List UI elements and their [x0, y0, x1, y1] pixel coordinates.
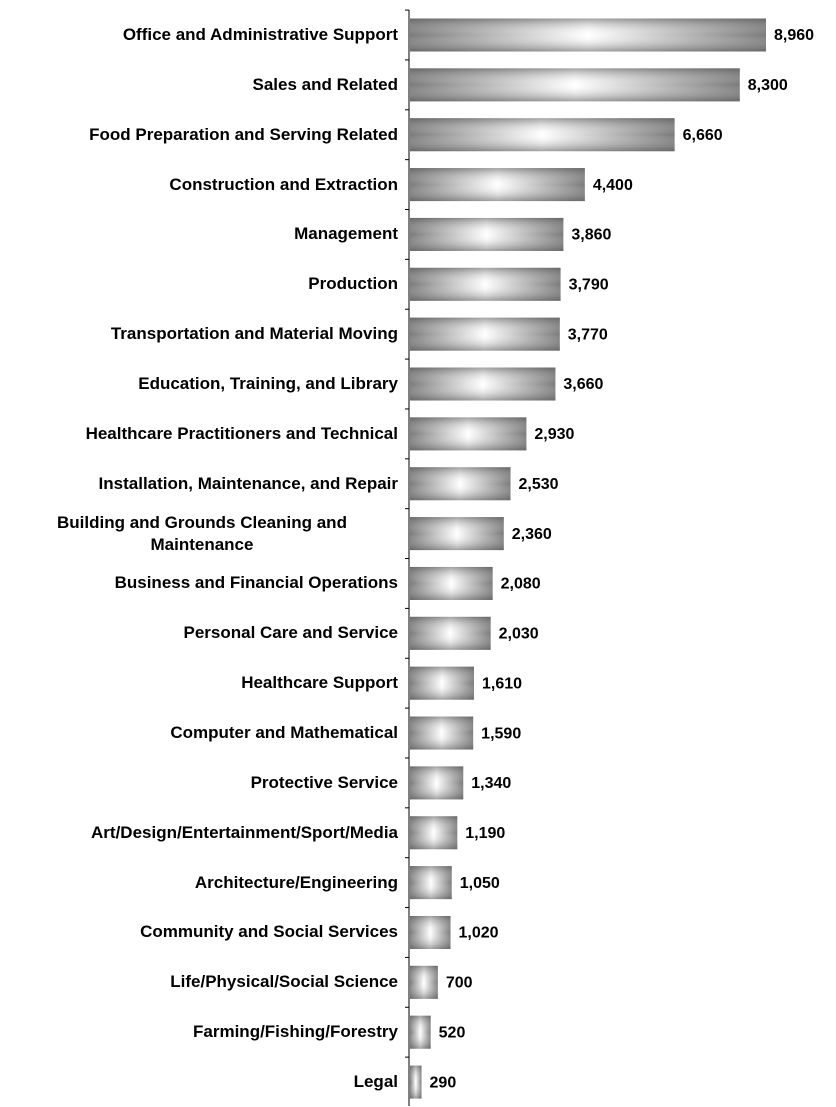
category-text: Installation, Maintenance, and Repair	[98, 473, 398, 493]
value-label: 2,360	[512, 526, 552, 543]
bar-shade	[410, 816, 458, 850]
bar-shade	[410, 716, 474, 750]
value-label: 2,080	[501, 576, 541, 593]
category-text: Computer and Mathematical	[170, 723, 398, 743]
value-label: 2,930	[534, 426, 574, 443]
category-text: Management	[294, 224, 398, 244]
bar-shade	[410, 566, 493, 600]
value-label: 4,400	[593, 177, 633, 194]
category-label: Personal Care and Service	[0, 608, 398, 658]
bar-shade	[410, 68, 740, 102]
bar-shade	[410, 866, 452, 900]
category-label: Production	[0, 259, 398, 309]
category-label: Art/Design/Entertainment/Sport/Media	[0, 808, 398, 858]
bar-shade	[410, 417, 527, 451]
category-label: Community and Social Services	[0, 908, 398, 958]
bar-shade	[410, 616, 491, 650]
bar-shade	[410, 18, 766, 52]
value-label: 290	[430, 1074, 457, 1091]
value-label: 8,300	[748, 77, 788, 94]
bar-shade	[410, 1015, 431, 1049]
category-label: Building and Grounds Cleaning and Mainte…	[0, 509, 398, 559]
value-label: 8,960	[774, 27, 814, 44]
category-label: Management	[0, 210, 398, 260]
category-text: Education, Training, and Library	[138, 374, 398, 393]
value-label: 6,660	[683, 127, 723, 144]
category-label: Architecture/Engineering	[0, 858, 398, 908]
category-text: Food Preparation and Serving Related	[89, 124, 398, 144]
category-text: Healthcare Support	[241, 673, 398, 693]
category-text: Construction and Extraction	[169, 174, 398, 194]
bar-shade	[410, 915, 451, 949]
category-text: Production	[308, 274, 398, 294]
value-label: 3,770	[568, 326, 608, 343]
value-label: 2,030	[499, 626, 539, 643]
value-label: 1,610	[482, 675, 522, 692]
category-text: Transportation and Material Moving	[110, 324, 398, 344]
category-text: Architecture/Engineering	[194, 872, 398, 892]
value-label: 2,530	[519, 476, 559, 493]
value-label: 1,020	[459, 925, 499, 942]
category-label: Computer and Mathematical	[0, 708, 398, 758]
category-label: Office and Administrative Support	[0, 10, 398, 60]
category-text: Office and Administrative Support	[122, 24, 398, 44]
category-text: Farming/Fishing/Forestry	[193, 1022, 398, 1042]
category-label: Installation, Maintenance, and Repair	[0, 459, 398, 509]
bar-shade	[410, 367, 556, 401]
bar-shade	[410, 118, 675, 152]
bar-shade	[410, 267, 561, 301]
value-label: 1,340	[471, 775, 511, 792]
value-label: 520	[439, 1024, 466, 1041]
category-text: Personal Care and Service	[183, 623, 398, 643]
category-label: Food Preparation and Serving Related	[0, 110, 398, 160]
category-text: Art/Design/Entertainment/Sport/Media	[91, 822, 398, 842]
category-label: Legal	[0, 1057, 398, 1107]
category-text: Building and Grounds Cleaning and Mainte…	[57, 512, 347, 554]
category-text: Sales and Related	[252, 74, 398, 94]
bar-shade	[410, 317, 560, 351]
value-label: 1,050	[460, 875, 500, 892]
bar-shade	[410, 217, 564, 251]
category-label: Healthcare Practitioners and Technical	[0, 409, 398, 459]
bar-shade	[410, 766, 464, 800]
category-label: Farming/Fishing/Forestry	[0, 1007, 398, 1057]
category-text: Business and Financial Operations	[114, 573, 398, 593]
category-label: Healthcare Support	[0, 658, 398, 708]
bar-shade	[410, 517, 504, 551]
category-label: Education, Training, and Library	[0, 359, 398, 409]
bar-shade	[410, 666, 474, 700]
category-label: Business and Financial Operations	[0, 559, 398, 609]
value-label: 1,190	[465, 825, 505, 842]
bar-shade	[410, 467, 511, 501]
category-text: Life/Physical/Social Science	[170, 972, 398, 992]
value-label: 3,660	[563, 376, 603, 393]
bar-shade	[410, 168, 585, 202]
category-label: Life/Physical/Social Science	[0, 957, 398, 1007]
value-label: 1,590	[481, 725, 521, 742]
category-label: Sales and Related	[0, 60, 398, 110]
category-text: Healthcare Practitioners and Technical	[85, 423, 398, 443]
value-label: 700	[446, 975, 473, 992]
category-label: Protective Service	[0, 758, 398, 808]
value-label: 3,860	[571, 227, 611, 244]
category-text: Protective Service	[250, 772, 398, 792]
category-label: Transportation and Material Moving	[0, 309, 398, 359]
bar-shade	[410, 965, 438, 999]
bar-shade	[410, 1065, 422, 1099]
category-text: Legal	[353, 1072, 398, 1092]
category-text: Community and Social Services	[140, 922, 398, 942]
value-label: 3,790	[569, 277, 609, 294]
category-label: Construction and Extraction	[0, 160, 398, 210]
